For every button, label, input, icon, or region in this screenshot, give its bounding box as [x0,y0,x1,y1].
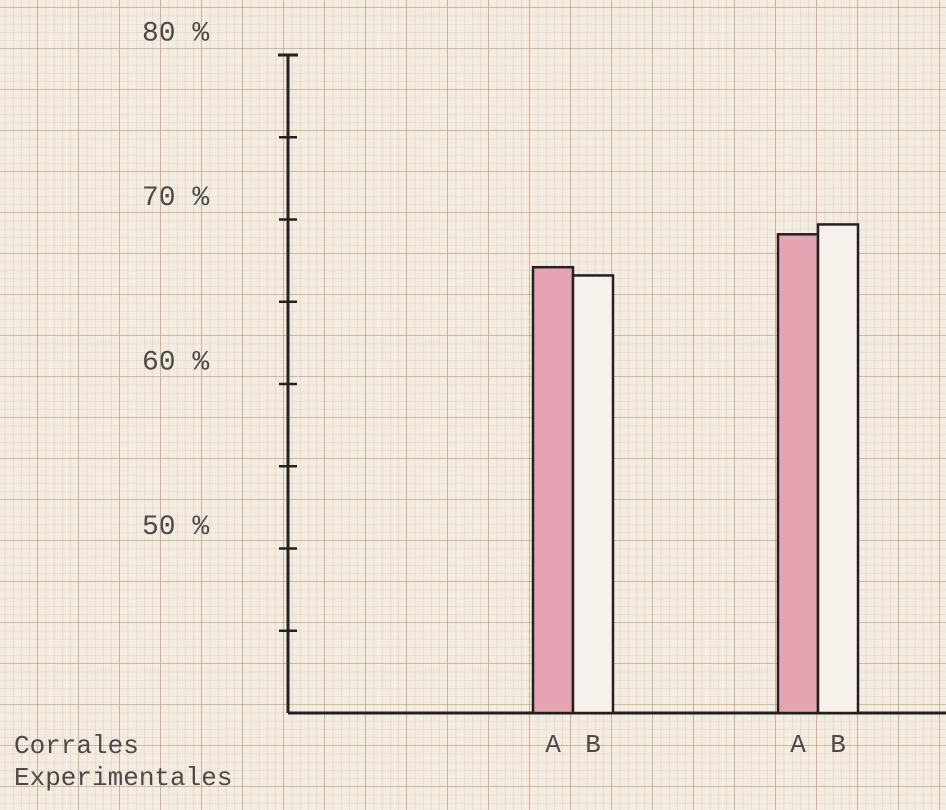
y-tick-label: 70 % [142,183,209,214]
bar [573,275,613,713]
chart: Corrales Experimentales 50 % 60 % 70 % 80 %… [0,0,946,810]
bar-label: A [545,730,561,760]
x-axis-label: Experimentales [14,763,232,793]
bar [533,267,573,713]
bar [778,234,818,713]
bar [818,224,858,713]
y-tick-label: 80 % [142,18,209,49]
bar-label: A [790,730,806,760]
x-axis-label: Corrales [14,731,139,761]
y-tick-label: 50 % [142,512,209,543]
y-tick-label: 60 % [142,347,209,378]
bar-label: B [585,730,601,760]
bar-label: B [830,730,846,760]
